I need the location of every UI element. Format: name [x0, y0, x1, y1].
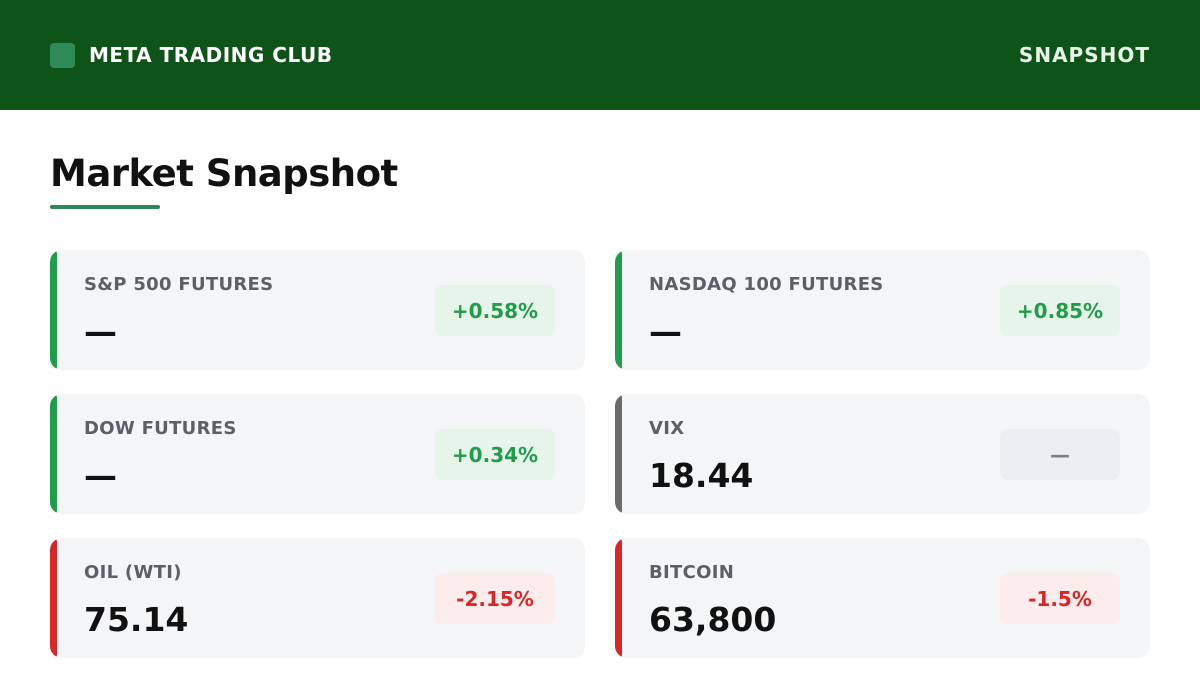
market-card[interactable]: NASDAQ 100 FUTURES — +0.85%	[615, 250, 1150, 370]
instrument-label: BITCOIN	[649, 562, 735, 583]
market-card[interactable]: S&P 500 FUTURES — +0.58%	[50, 250, 585, 370]
change-badge: -1.5%	[1000, 573, 1120, 624]
change-badge: —	[1000, 429, 1120, 480]
instrument-value: 18.44	[649, 456, 754, 495]
instrument-value: —	[649, 312, 682, 351]
trend-accent-bar	[50, 538, 57, 658]
instrument-label: S&P 500 FUTURES	[84, 274, 274, 295]
page-title: Market Snapshot	[50, 152, 398, 195]
instrument-label: VIX	[649, 418, 685, 439]
instrument-value: —	[84, 312, 117, 351]
nav-link-snapshot[interactable]: SNAPSHOT	[1018, 43, 1150, 67]
trend-accent-bar	[50, 394, 57, 514]
trend-accent-bar	[615, 538, 622, 658]
top-navigation-bar: META TRADING CLUB SNAPSHOT	[0, 0, 1200, 110]
trend-accent-bar	[615, 250, 622, 370]
trend-accent-bar	[615, 394, 622, 514]
brand[interactable]: META TRADING CLUB	[50, 42, 333, 68]
market-card[interactable]: BITCOIN 63,800 -1.5%	[615, 538, 1150, 658]
change-badge: +0.85%	[1000, 285, 1120, 336]
instrument-label: OIL (WTI)	[84, 562, 182, 583]
brand-logo-icon	[50, 42, 75, 68]
instrument-label: DOW FUTURES	[84, 418, 237, 439]
instrument-value: —	[84, 456, 117, 495]
market-card[interactable]: DOW FUTURES — +0.34%	[50, 394, 585, 514]
trend-accent-bar	[50, 250, 57, 370]
title-underline	[50, 205, 160, 209]
market-card[interactable]: OIL (WTI) 75.14 -2.15%	[50, 538, 585, 658]
instrument-value: 75.14	[84, 600, 189, 639]
change-badge: -2.15%	[435, 573, 555, 624]
brand-name: META TRADING CLUB	[89, 43, 333, 67]
change-badge: +0.34%	[435, 429, 555, 480]
change-badge: +0.58%	[435, 285, 555, 336]
instrument-value: 63,800	[649, 600, 777, 639]
market-card[interactable]: VIX 18.44 —	[615, 394, 1150, 514]
instrument-label: NASDAQ 100 FUTURES	[649, 274, 884, 295]
